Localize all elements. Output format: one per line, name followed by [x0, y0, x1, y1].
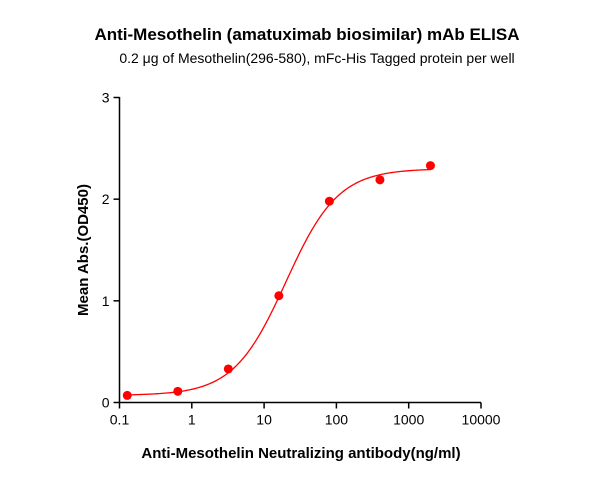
data-point: [375, 175, 385, 185]
y-tick-label: 2: [102, 191, 110, 207]
x-axis-label: Anti-Mesothelin Neutralizing antibody(ng…: [141, 445, 460, 462]
x-tick-label: 1: [188, 412, 196, 428]
data-point: [223, 364, 233, 374]
x-tick-label: 0.1: [110, 412, 130, 428]
axes: [118, 97, 481, 404]
y-tick-label: 0: [102, 395, 110, 411]
fit-curve: [127, 168, 431, 396]
x-tick-label: 10: [256, 412, 272, 428]
data-point: [122, 390, 132, 400]
x-tick-label: 100: [325, 412, 349, 428]
y-tick-label: 3: [102, 90, 110, 106]
data-point: [173, 386, 183, 396]
chart-title: Anti-Mesothelin (amatuximab biosimilar) …: [94, 25, 519, 44]
data-point: [324, 196, 334, 206]
x-tick-label: 1000: [393, 412, 424, 428]
y-axis-label: Mean Abs.(OD450): [75, 184, 92, 316]
data-point: [274, 291, 284, 301]
chart-subtitle: 0.2 μg of Mesothelin(296-580), mFc-His T…: [119, 50, 514, 66]
data-point: [425, 161, 435, 171]
y-tick-label: 1: [102, 293, 110, 309]
x-tick-label: 10000: [462, 412, 501, 428]
